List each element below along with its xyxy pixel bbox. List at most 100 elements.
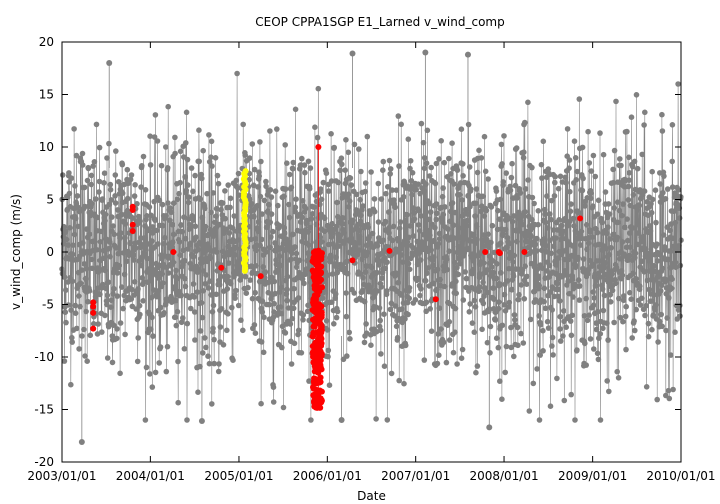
- data-point-main: [627, 289, 633, 296]
- data-point-main: [642, 109, 648, 116]
- data-point-main: [164, 343, 171, 350]
- data-point-main: [172, 314, 179, 321]
- data-point-red-cluster: [311, 368, 318, 375]
- data-point-main: [645, 333, 652, 340]
- data-point-main: [652, 187, 659, 193]
- data-point-main: [422, 277, 429, 284]
- data-point-main: [213, 205, 220, 212]
- data-point-main: [438, 138, 445, 144]
- data-point-main: [75, 223, 81, 230]
- data-point-main: [305, 229, 312, 235]
- data-point-main: [380, 237, 387, 243]
- data-point-main: [392, 204, 399, 211]
- data-point-main: [148, 294, 155, 301]
- data-point-main: [508, 344, 514, 351]
- data-point-main: [88, 172, 95, 179]
- data-point-main: [146, 204, 153, 210]
- data-point-main: [248, 200, 255, 207]
- data-point-main: [650, 312, 657, 318]
- data-point-main: [511, 312, 518, 318]
- data-point-main: [481, 213, 488, 219]
- data-point-main: [604, 320, 610, 327]
- data-point-main: [151, 134, 158, 140]
- data-point-main: [401, 194, 407, 200]
- data-point-main: [495, 344, 502, 351]
- x-tick-label: 2009/01/01: [558, 469, 627, 483]
- data-point-main: [199, 214, 206, 221]
- data-point-main: [282, 186, 289, 192]
- data-point-main: [550, 352, 556, 358]
- data-point-main: [326, 382, 333, 389]
- data-point-red: [90, 309, 97, 316]
- data-point-main: [328, 131, 334, 137]
- data-point-main: [454, 264, 460, 271]
- data-point-red: [90, 299, 97, 306]
- data-point-main: [533, 248, 540, 254]
- data-point-main: [376, 305, 383, 311]
- data-point-main: [116, 262, 122, 269]
- data-point-main: [382, 218, 389, 225]
- data-point-main: [279, 323, 286, 330]
- data-point-main: [603, 245, 609, 252]
- data-point-main: [100, 255, 106, 262]
- data-point-main: [547, 211, 553, 217]
- data-point-main: [447, 208, 454, 215]
- data-point-main: [557, 173, 564, 180]
- data-point-main: [134, 358, 141, 365]
- data-point-main: [579, 187, 586, 194]
- data-point-main: [472, 200, 479, 207]
- data-point-main: [392, 270, 399, 276]
- data-point-main: [357, 196, 364, 203]
- data-point-main: [271, 300, 278, 307]
- data-point-main: [573, 177, 579, 183]
- data-point-main: [503, 170, 510, 176]
- data-point-main: [535, 208, 542, 214]
- data-point-main: [240, 121, 246, 128]
- data-point-main: [182, 174, 188, 180]
- data-point-main: [576, 96, 583, 102]
- data-point-main: [659, 128, 666, 134]
- data-point-main: [597, 331, 604, 337]
- data-point-main: [251, 213, 257, 220]
- data-point-main: [611, 147, 618, 154]
- data-point-main: [596, 335, 602, 342]
- data-point-main: [536, 313, 542, 319]
- data-point-main: [99, 196, 106, 202]
- data-point-main: [288, 361, 295, 367]
- data-point-main: [134, 201, 140, 207]
- data-point-main: [423, 308, 430, 315]
- data-point-main: [550, 227, 557, 233]
- data-point-main: [632, 254, 638, 261]
- data-point-main: [648, 209, 655, 216]
- data-point-main: [469, 320, 476, 326]
- data-point-main: [570, 294, 576, 300]
- data-point-red: [257, 273, 264, 280]
- data-point-main: [652, 307, 658, 313]
- data-point-main: [583, 362, 589, 368]
- data-point-main: [480, 193, 486, 200]
- data-point-main: [590, 203, 596, 209]
- y-tick-label: -5: [42, 298, 54, 312]
- data-point-main: [620, 297, 627, 304]
- data-point-main: [261, 197, 268, 204]
- data-point-main: [502, 308, 509, 314]
- data-point-main: [265, 289, 272, 296]
- data-point-main: [185, 216, 192, 222]
- data-point-main: [394, 334, 401, 341]
- data-point-main: [486, 244, 492, 251]
- data-point-main: [302, 169, 308, 176]
- data-point-main: [664, 277, 670, 283]
- data-point-main: [299, 155, 305, 162]
- data-point-main: [415, 181, 422, 187]
- data-point-main: [396, 225, 403, 231]
- data-point-main: [590, 152, 597, 159]
- data-point-main: [252, 289, 258, 296]
- data-point-main: [305, 242, 312, 248]
- data-point-main: [81, 326, 87, 333]
- data-point-main: [170, 200, 177, 206]
- data-point-main: [200, 350, 206, 356]
- data-point-main: [292, 204, 299, 211]
- data-point-main: [437, 326, 444, 332]
- data-point-main: [293, 250, 300, 257]
- data-point-main: [675, 81, 681, 87]
